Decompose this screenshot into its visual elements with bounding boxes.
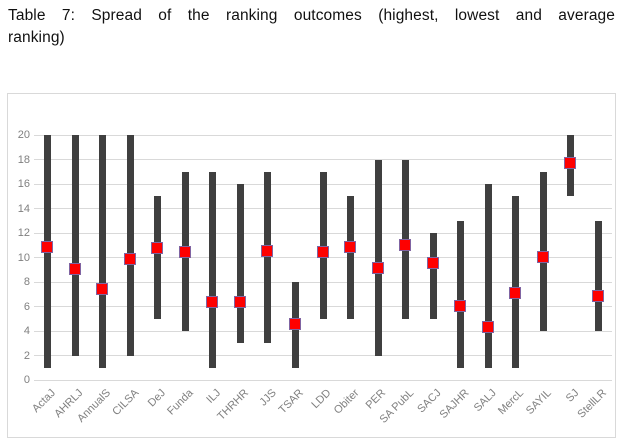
average-marker <box>564 156 577 169</box>
x-axis-tick-label: StellLR <box>575 387 609 421</box>
range-bar <box>126 135 134 356</box>
range-bar <box>154 196 162 319</box>
range-bar <box>236 184 244 344</box>
y-axis-tick-label: 8 <box>23 276 30 288</box>
average-marker <box>426 257 439 270</box>
x-axis-tick-label: CILSA <box>109 387 141 418</box>
average-marker <box>454 300 467 312</box>
y-axis-tick-label: 2 <box>23 349 30 362</box>
gridline <box>34 355 612 356</box>
average-marker <box>178 246 191 259</box>
range-bar <box>594 220 602 331</box>
chart-area: 0 2 4 6 8 10 12 14 16 18 20 ActaJ AHRLJ AnnualS CILSA… <box>7 93 616 438</box>
y-axis-tick-label: 14 <box>17 202 30 215</box>
average-marker <box>591 290 604 303</box>
y-axis-tick-label: 16 <box>17 178 30 190</box>
average-marker <box>233 296 246 309</box>
range-bar <box>264 171 272 344</box>
y-axis-tick-label: 0 <box>23 374 30 386</box>
plot-area <box>34 134 612 381</box>
chart-caption: Table 7: Spread of the ranking outcomes … <box>8 5 615 49</box>
y-axis-tick-label: 20 <box>17 129 30 141</box>
average-marker <box>536 251 549 263</box>
x-axis-tick-label: SAYIL <box>523 387 554 417</box>
y-axis-tick-label: 6 <box>23 300 30 313</box>
y-axis-tick-label: 10 <box>17 251 30 264</box>
x-axis-tick-label: SALJ <box>471 387 499 415</box>
range-bar <box>429 233 437 319</box>
y-axis-tick-label: 18 <box>17 153 30 166</box>
range-bar <box>99 135 107 368</box>
average-marker <box>344 241 357 254</box>
chart-caption-line1: Table 7: Spread of the ranking outcomes … <box>8 7 615 24</box>
range-bar <box>484 184 492 368</box>
x-axis-tick-label: PER <box>364 387 389 412</box>
average-marker <box>96 282 109 295</box>
average-marker <box>509 286 522 299</box>
x-axis-tick-label: TSAR <box>276 387 306 417</box>
x-axis-tick-label: Funda <box>165 387 196 418</box>
average-marker <box>481 320 494 333</box>
range-bar <box>319 171 327 319</box>
range-bar <box>71 135 79 356</box>
gridline <box>34 330 612 332</box>
average-marker <box>288 318 301 331</box>
gridline <box>34 379 612 381</box>
average-marker <box>371 262 384 275</box>
average-marker <box>41 241 54 254</box>
y-axis-tick-label: 12 <box>17 227 30 239</box>
range-bar <box>457 220 465 368</box>
average-marker <box>261 244 274 257</box>
average-marker <box>399 238 412 251</box>
x-axis-tick-label: LDD <box>309 387 334 412</box>
gridline <box>34 134 612 136</box>
x-axis-tick-label: SJ <box>563 387 582 405</box>
average-marker <box>206 296 219 309</box>
average-marker <box>316 246 329 259</box>
x-axis-tick-label: JJS <box>256 387 279 409</box>
range-bar <box>512 196 520 368</box>
average-marker <box>151 242 164 255</box>
chart-caption-line2: ranking) <box>8 29 65 46</box>
range-bar <box>374 159 382 356</box>
average-marker <box>68 263 81 276</box>
range-bar <box>209 171 217 368</box>
x-axis-tick-label: MercL <box>496 387 527 418</box>
x-axis-tick-label: SAJHR <box>437 387 472 421</box>
x-axis-tick-label: DeJ <box>146 387 169 410</box>
x-axis-tick-label: Obiter <box>331 387 362 417</box>
average-marker <box>123 253 136 266</box>
range-bar <box>347 196 355 319</box>
y-axis-tick-label: 4 <box>23 325 30 337</box>
x-axis-tick-label: ILJ <box>204 387 224 406</box>
gridline <box>34 159 612 160</box>
